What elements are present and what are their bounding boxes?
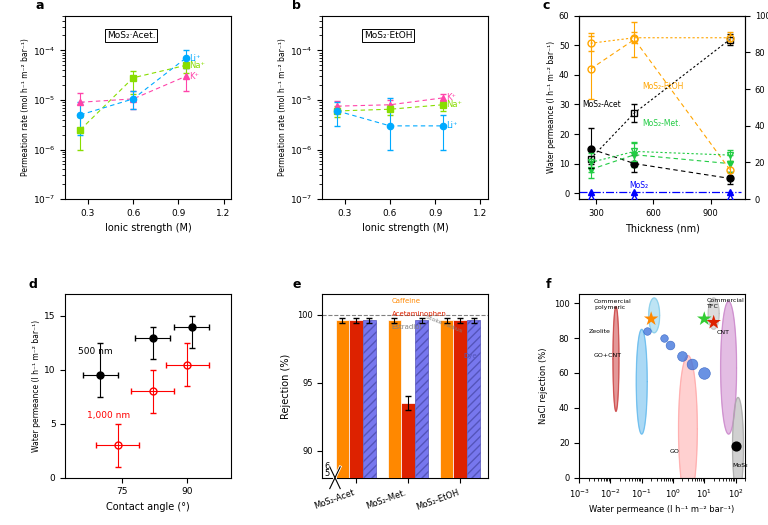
Text: GO: GO [670,449,680,454]
Polygon shape [678,355,697,502]
Bar [440,320,453,525]
Y-axis label: Permeation rate (mol h⁻¹ m⁻² bar⁻¹): Permeation rate (mol h⁻¹ m⁻² bar⁻¹) [22,38,30,176]
Text: Estradiol: Estradiol [392,324,422,330]
Text: K⁺: K⁺ [189,72,199,81]
Bar [415,320,429,525]
Text: Na⁺: Na⁺ [189,61,205,70]
Bar [401,403,415,525]
Text: Caffeine: Caffeine [392,298,421,304]
Text: MoS₂: MoS₂ [629,181,648,190]
Y-axis label: Water permeance (l h⁻¹ m⁻² bar⁻¹): Water permeance (l h⁻¹ m⁻² bar⁻¹) [32,320,41,452]
Bar [388,320,401,525]
Text: Commercial
polymeric: Commercial polymeric [594,299,632,310]
Y-axis label: Rejection (%): Rejection (%) [281,353,291,419]
Polygon shape [649,298,660,333]
Point [698,369,710,377]
Text: Commercial
TFC: Commercial TFC [707,298,744,309]
Point [730,442,742,450]
X-axis label: Ionic strength (M): Ionic strength (M) [362,223,449,233]
Y-axis label: Permeation rate (mol h⁻¹ m⁻² bar⁻¹): Permeation rate (mol h⁻¹ m⁻² bar⁻¹) [278,38,287,176]
Text: K⁺: K⁺ [445,93,456,102]
Bar [336,320,349,525]
Text: Dye: Dye [463,353,477,359]
Text: MoS₂-Met.: MoS₂-Met. [642,119,680,128]
X-axis label: Contact angle (°): Contact angle (°) [106,502,190,512]
Text: Acetaminophen: Acetaminophen [392,311,447,317]
Text: GO+CNT: GO+CNT [594,353,622,358]
Text: Na⁺: Na⁺ [445,100,462,109]
X-axis label: Water permeance (l h⁻¹ m⁻² bar⁻¹): Water permeance (l h⁻¹ m⁻² bar⁻¹) [590,506,735,514]
Point [707,318,720,327]
Point [686,360,698,369]
X-axis label: Thickness (nm): Thickness (nm) [624,223,700,233]
Text: MoS₂-Acet: MoS₂-Acet [582,100,621,109]
Text: Li⁺: Li⁺ [445,121,457,130]
Y-axis label: Water permeance (l h⁻¹ m⁻² bar⁻¹): Water permeance (l h⁻¹ m⁻² bar⁻¹) [547,41,556,173]
Text: MoS₂·EtOH: MoS₂·EtOH [364,31,412,40]
Text: d: d [29,278,38,291]
Text: Zeolite: Zeolite [588,329,611,333]
Text: CNT: CNT [717,330,730,335]
Text: f: f [546,278,551,291]
Text: MoS₂·Acet.: MoS₂·Acet. [107,31,155,40]
Text: 5: 5 [325,469,329,478]
Bar [467,320,481,525]
Text: a: a [35,0,44,12]
Text: 500 nm: 500 nm [78,346,113,356]
Polygon shape [613,307,619,412]
Text: 1,000 nm: 1,000 nm [87,412,131,421]
Point [698,314,710,323]
Point [645,314,657,323]
Text: Stoke radius: Stoke radius [425,314,463,334]
Text: e: e [293,278,301,291]
Text: 6: 6 [324,463,329,471]
Bar [453,320,467,525]
Bar [362,320,376,525]
X-axis label: Ionic strength (M): Ionic strength (M) [104,223,191,233]
Text: Li⁺: Li⁺ [189,54,200,62]
Point [641,327,654,335]
Polygon shape [708,298,719,329]
Text: b: b [293,0,301,12]
Text: MoS₂-EtOH: MoS₂-EtOH [642,82,684,91]
Point [664,341,676,349]
Point [677,351,689,360]
Polygon shape [720,301,737,434]
Text: MoS₂: MoS₂ [733,463,748,468]
Polygon shape [733,397,743,495]
Polygon shape [636,329,647,434]
Y-axis label: NaCl rejection (%): NaCl rejection (%) [539,348,548,424]
Bar [349,320,362,525]
Text: c: c [543,0,550,12]
Point [657,334,670,342]
